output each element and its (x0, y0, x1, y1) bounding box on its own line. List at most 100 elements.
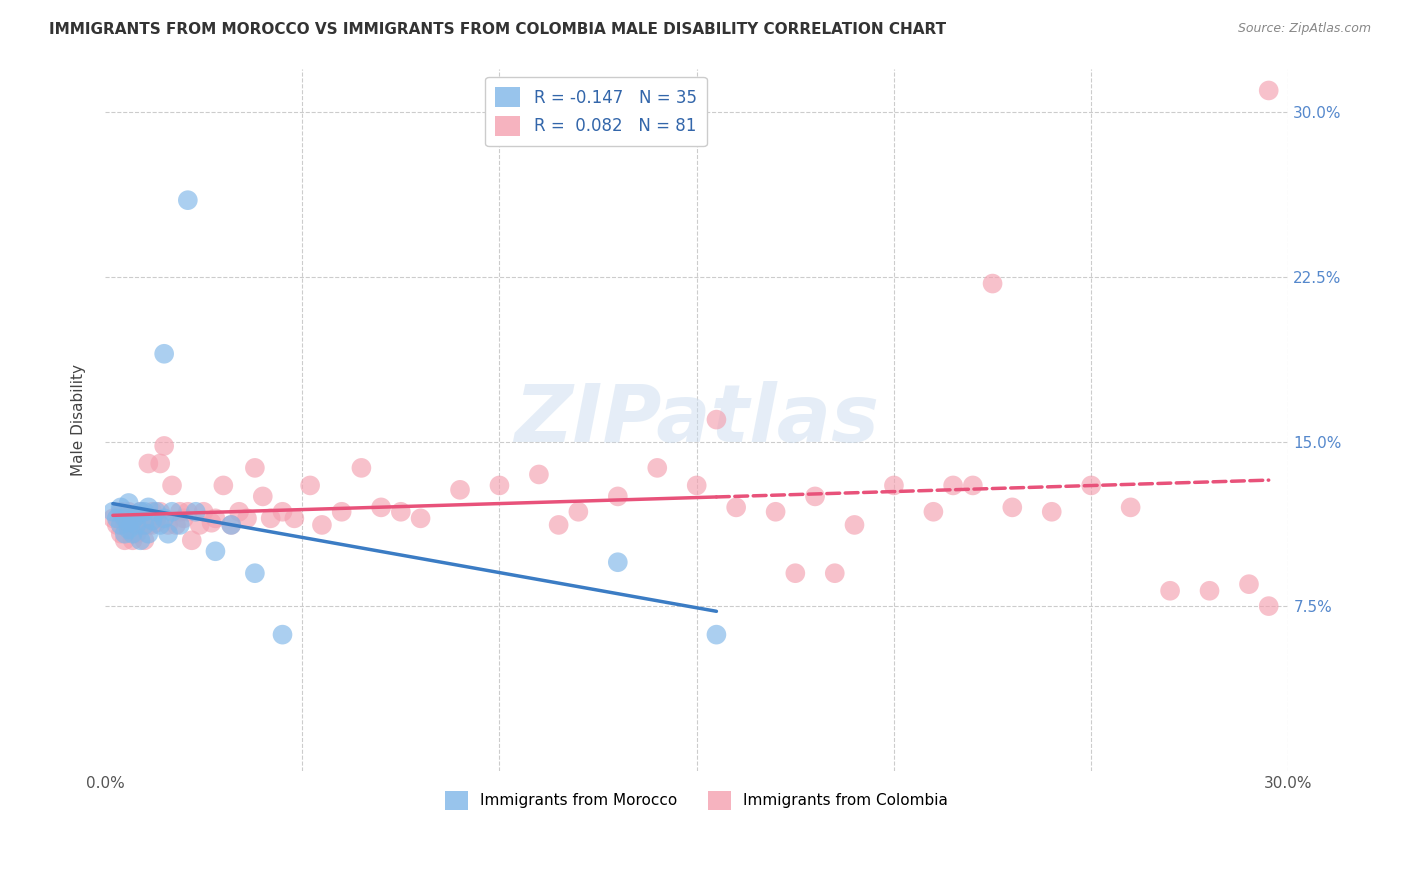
Y-axis label: Male Disability: Male Disability (72, 364, 86, 475)
Point (725, 500, 748, 515)
Point (844, 517, 866, 532)
Point (706, 412, 728, 426)
Point (110, 526, 132, 541)
Point (118, 511, 141, 525)
Point (173, 511, 195, 525)
Point (1119, 500, 1142, 515)
Text: ZIPatlas: ZIPatlas (515, 381, 879, 458)
Point (283, 511, 305, 525)
Point (1237, 577, 1260, 591)
Point (228, 505, 250, 519)
Point (118, 516, 141, 530)
Point (121, 517, 143, 532)
Point (219, 517, 242, 532)
Point (1001, 500, 1024, 515)
Point (942, 478, 965, 492)
Point (114, 511, 136, 525)
Point (981, 277, 1004, 291)
Point (606, 490, 628, 504)
Point (160, 478, 183, 492)
Point (141, 514, 163, 528)
Point (409, 511, 432, 525)
Point (193, 505, 215, 519)
Point (125, 511, 148, 525)
Point (118, 505, 141, 519)
Point (165, 517, 187, 532)
Point (204, 544, 226, 558)
Point (488, 478, 510, 492)
Point (138, 526, 160, 541)
Point (153, 511, 176, 525)
Point (134, 505, 156, 519)
Point (125, 509, 148, 524)
Point (118, 522, 141, 536)
Point (200, 516, 222, 530)
Point (169, 517, 191, 532)
Point (138, 457, 160, 471)
Point (547, 517, 569, 532)
Point (149, 517, 172, 532)
Point (105, 517, 128, 532)
Point (129, 517, 152, 532)
Point (1040, 505, 1063, 519)
Point (114, 526, 136, 541)
Point (134, 517, 156, 532)
Point (101, 511, 124, 525)
Point (243, 461, 266, 475)
Point (125, 526, 148, 541)
Point (110, 517, 132, 532)
Point (686, 478, 709, 492)
Point (236, 511, 259, 525)
Point (330, 505, 353, 519)
Point (121, 514, 143, 528)
Point (212, 478, 235, 492)
Point (157, 517, 180, 532)
Point (271, 627, 294, 641)
Point (260, 511, 283, 525)
Point (389, 505, 412, 519)
Point (299, 478, 322, 492)
Point (157, 526, 180, 541)
Point (125, 517, 148, 532)
Point (105, 511, 128, 525)
Point (243, 566, 266, 581)
Point (765, 505, 787, 519)
Point (138, 517, 160, 532)
Text: IMMIGRANTS FROM MOROCCO VS IMMIGRANTS FROM COLOMBIA MALE DISABILITY CORRELATION : IMMIGRANTS FROM MOROCCO VS IMMIGRANTS FR… (49, 22, 946, 37)
Point (129, 505, 152, 519)
Point (271, 505, 294, 519)
Point (160, 505, 183, 519)
Point (114, 516, 136, 530)
Point (350, 461, 373, 475)
Point (121, 533, 143, 548)
Point (804, 490, 827, 504)
Point (1159, 583, 1181, 598)
Point (145, 511, 167, 525)
Point (145, 516, 167, 530)
Point (962, 478, 984, 492)
Point (145, 505, 167, 519)
Text: Source: ZipAtlas.com: Source: ZipAtlas.com (1237, 22, 1371, 36)
Point (177, 193, 200, 207)
Point (134, 533, 156, 548)
Point (141, 517, 163, 532)
Point (311, 517, 333, 532)
Point (188, 517, 211, 532)
Point (180, 533, 202, 548)
Point (922, 505, 945, 519)
Point (149, 505, 172, 519)
Point (1080, 478, 1102, 492)
Point (1257, 83, 1279, 97)
Point (114, 533, 136, 548)
Point (370, 500, 392, 515)
Point (883, 478, 905, 492)
Point (1257, 599, 1279, 614)
Point (785, 566, 807, 581)
Point (184, 505, 207, 519)
Point (110, 500, 132, 515)
Point (567, 505, 589, 519)
Point (121, 526, 143, 541)
Point (252, 490, 274, 504)
Point (177, 505, 200, 519)
Point (706, 627, 728, 641)
